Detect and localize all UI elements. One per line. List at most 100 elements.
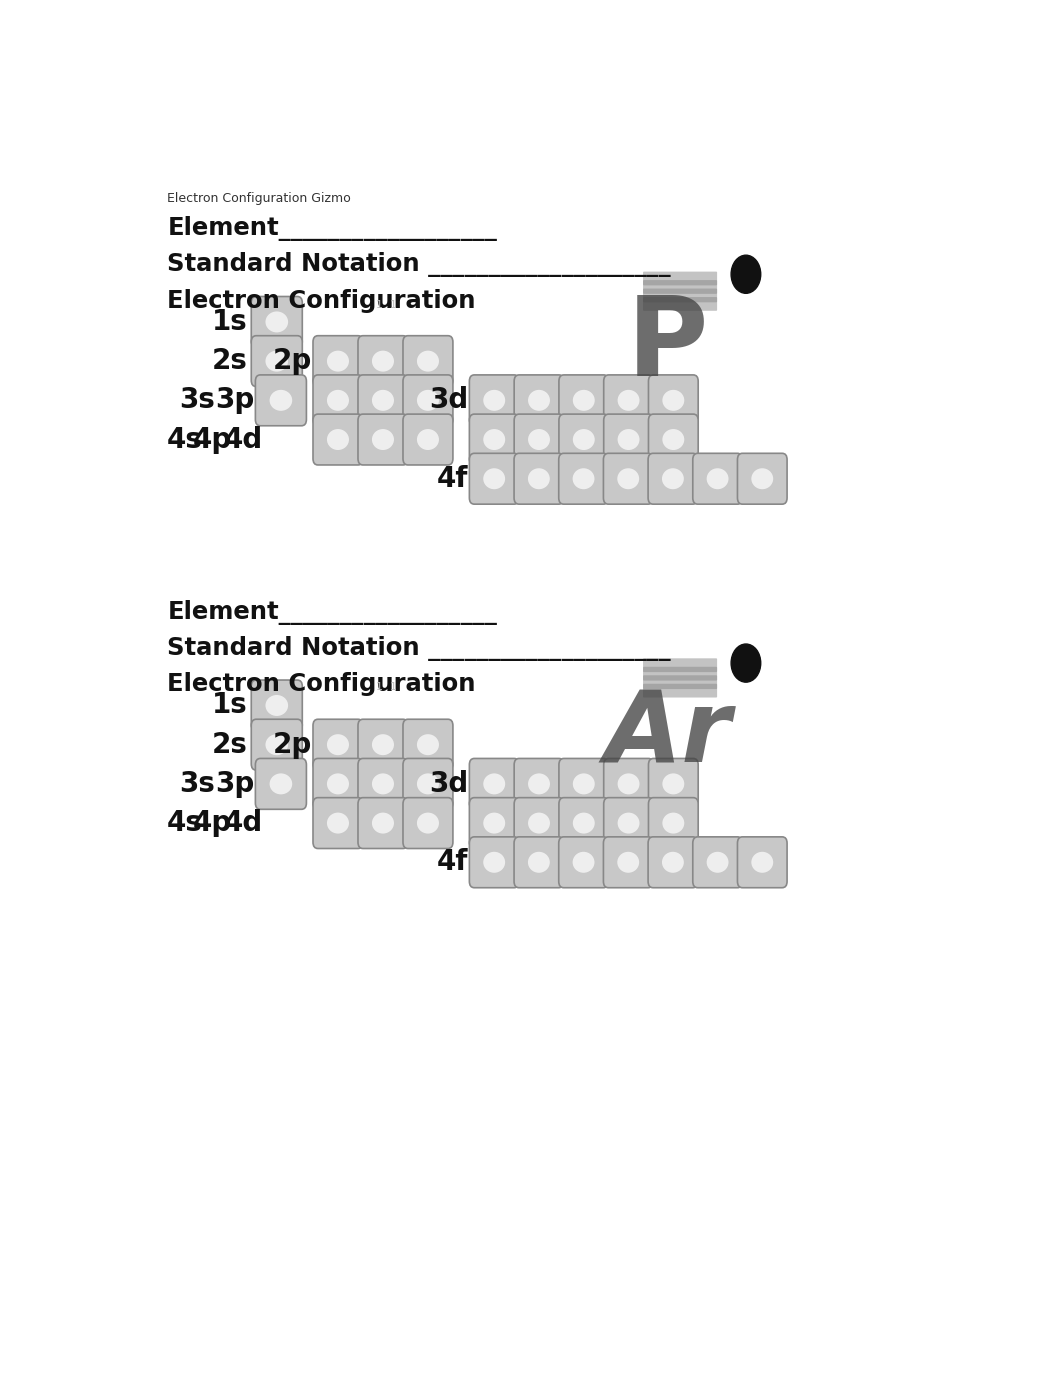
Ellipse shape <box>751 852 773 872</box>
Ellipse shape <box>572 389 595 411</box>
Text: Ar: Ar <box>604 687 731 784</box>
FancyBboxPatch shape <box>603 758 653 809</box>
FancyBboxPatch shape <box>252 680 303 731</box>
FancyBboxPatch shape <box>559 837 609 888</box>
FancyBboxPatch shape <box>514 837 564 888</box>
Text: 1s: 1s <box>212 308 249 336</box>
FancyBboxPatch shape <box>737 837 787 888</box>
Text: 4p: 4p <box>192 425 232 454</box>
Ellipse shape <box>327 429 349 450</box>
FancyBboxPatch shape <box>469 758 519 809</box>
Ellipse shape <box>270 773 292 794</box>
Text: 3s: 3s <box>179 771 215 798</box>
Ellipse shape <box>327 773 349 794</box>
FancyBboxPatch shape <box>559 758 609 809</box>
FancyBboxPatch shape <box>559 453 609 504</box>
FancyBboxPatch shape <box>252 296 303 347</box>
FancyBboxPatch shape <box>644 297 717 311</box>
Text: 3p: 3p <box>216 387 255 414</box>
Circle shape <box>731 644 760 682</box>
FancyBboxPatch shape <box>648 453 698 504</box>
Ellipse shape <box>372 389 394 411</box>
Text: 2p: 2p <box>273 347 312 376</box>
Text: 3d: 3d <box>429 771 468 798</box>
FancyBboxPatch shape <box>692 837 742 888</box>
Ellipse shape <box>617 468 639 490</box>
FancyBboxPatch shape <box>358 374 408 425</box>
Ellipse shape <box>528 773 550 794</box>
Ellipse shape <box>572 773 595 794</box>
FancyBboxPatch shape <box>644 271 717 285</box>
FancyBboxPatch shape <box>514 374 564 425</box>
FancyBboxPatch shape <box>402 720 452 771</box>
Ellipse shape <box>270 389 292 411</box>
Ellipse shape <box>266 311 288 333</box>
Ellipse shape <box>372 813 394 834</box>
Ellipse shape <box>706 852 729 872</box>
Ellipse shape <box>751 468 773 490</box>
FancyBboxPatch shape <box>402 758 452 809</box>
Text: 4p: 4p <box>192 809 232 837</box>
FancyBboxPatch shape <box>649 374 698 425</box>
FancyBboxPatch shape <box>603 798 653 849</box>
FancyBboxPatch shape <box>358 720 408 771</box>
FancyBboxPatch shape <box>514 453 564 504</box>
FancyBboxPatch shape <box>252 336 303 387</box>
Ellipse shape <box>483 773 506 794</box>
FancyBboxPatch shape <box>402 336 452 387</box>
FancyBboxPatch shape <box>313 414 363 465</box>
Circle shape <box>731 255 760 293</box>
Text: 4s: 4s <box>167 425 203 454</box>
Text: Standard Notation ____________________: Standard Notation ____________________ <box>168 252 671 277</box>
Ellipse shape <box>572 852 595 872</box>
FancyBboxPatch shape <box>469 453 519 504</box>
FancyBboxPatch shape <box>644 667 717 681</box>
Text: 2s: 2s <box>212 731 249 758</box>
Ellipse shape <box>417 813 439 834</box>
FancyBboxPatch shape <box>644 658 717 671</box>
Ellipse shape <box>663 429 684 450</box>
FancyBboxPatch shape <box>649 414 698 465</box>
Ellipse shape <box>618 389 639 411</box>
Ellipse shape <box>618 429 639 450</box>
Ellipse shape <box>618 773 639 794</box>
Text: Standard Notation ____________________: Standard Notation ____________________ <box>168 636 671 660</box>
FancyBboxPatch shape <box>255 758 307 809</box>
FancyBboxPatch shape <box>514 798 564 849</box>
FancyBboxPatch shape <box>358 798 408 849</box>
FancyBboxPatch shape <box>737 453 787 504</box>
FancyBboxPatch shape <box>603 453 653 504</box>
Ellipse shape <box>663 389 684 411</box>
FancyBboxPatch shape <box>358 758 408 809</box>
Ellipse shape <box>372 351 394 372</box>
Ellipse shape <box>327 813 349 834</box>
FancyBboxPatch shape <box>255 374 307 425</box>
FancyBboxPatch shape <box>692 453 742 504</box>
FancyBboxPatch shape <box>603 374 653 425</box>
Ellipse shape <box>528 429 550 450</box>
Ellipse shape <box>617 852 639 872</box>
Ellipse shape <box>528 389 550 411</box>
Ellipse shape <box>483 813 506 834</box>
Ellipse shape <box>372 735 394 755</box>
Text: 1  1: 1 1 <box>376 682 396 692</box>
FancyBboxPatch shape <box>358 414 408 465</box>
FancyBboxPatch shape <box>313 374 363 425</box>
FancyBboxPatch shape <box>649 798 698 849</box>
Text: 1  1: 1 1 <box>376 300 396 310</box>
Text: Electron Configuration Gizmo: Electron Configuration Gizmo <box>168 191 352 205</box>
Ellipse shape <box>417 351 439 372</box>
FancyBboxPatch shape <box>402 374 452 425</box>
Ellipse shape <box>372 429 394 450</box>
FancyBboxPatch shape <box>252 720 303 771</box>
Ellipse shape <box>266 351 288 372</box>
Text: P: P <box>627 292 708 399</box>
FancyBboxPatch shape <box>402 414 452 465</box>
FancyBboxPatch shape <box>469 414 519 465</box>
FancyBboxPatch shape <box>644 281 717 294</box>
Ellipse shape <box>572 429 595 450</box>
FancyBboxPatch shape <box>514 758 564 809</box>
FancyBboxPatch shape <box>644 676 717 689</box>
FancyBboxPatch shape <box>644 684 717 698</box>
FancyBboxPatch shape <box>313 720 363 771</box>
